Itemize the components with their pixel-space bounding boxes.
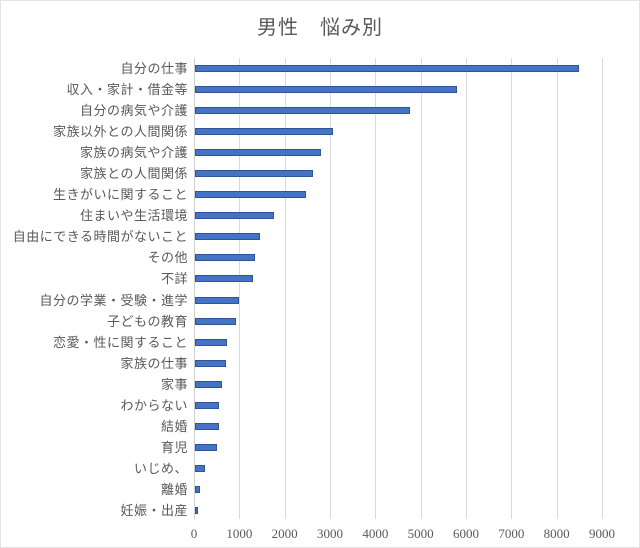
bar [195,485,201,493]
category-label: 自分の病気や介護 [79,103,188,119]
category-label: 不詳 [160,271,188,287]
bar [195,443,217,451]
bar [195,254,255,262]
x-tick-label: 6000 [453,526,479,541]
gridline [420,58,422,519]
gridline [284,58,286,519]
x-tick-label: 7000 [498,526,525,541]
bar [195,464,206,472]
gridline [375,58,377,519]
category-label: 家族以外との人間関係 [53,124,188,140]
bar [195,65,579,73]
gridline [466,58,467,519]
category-label: 離婚 [160,481,188,497]
bar [195,317,236,325]
gridline [602,58,603,519]
gridline [511,58,513,519]
x-tick-label: 8000 [543,526,570,541]
bar [195,212,274,220]
category-label: いじめ、 [133,460,188,476]
bar [195,86,457,94]
bar [195,401,220,409]
category-label: 妊娠・出産 [120,502,188,518]
category-label: 収入・家計・借金等 [66,82,188,98]
bar [195,422,220,430]
category-label: 家事 [160,376,188,392]
category-label: 自分の仕事 [120,61,188,76]
category-label: わからない [120,397,188,413]
bar [195,275,254,283]
bar [195,233,260,241]
category-label: 育児 [160,439,188,455]
x-tick-label: 1000 [226,526,253,541]
category-label: 結婚 [160,418,188,434]
category-label: 住まいや生活環境 [79,208,188,224]
category-label: 生きがいに関すること [52,187,188,203]
bar [195,359,226,367]
bar [195,296,240,304]
category-label: その他 [147,250,188,266]
x-tick-label: 9000 [589,526,615,541]
category-label: 家族の仕事 [120,355,188,371]
y-axis-line [194,58,195,519]
gridline [556,58,558,519]
bar [195,170,314,178]
bar [195,338,228,346]
x-tick-label: 3000 [317,526,343,541]
bar [195,191,307,199]
x-tick-label: 4000 [362,526,389,541]
bar [195,380,223,388]
x-tick-label: 0 [190,526,198,541]
x-tick-label: 2000 [271,526,298,541]
bar [195,149,322,157]
category-label: 自由にできる時間がないこと [12,229,188,245]
x-tick-label: 5000 [407,526,434,541]
category-label: 子どもの教育 [106,313,188,329]
category-label: 家族との人間関係 [80,166,188,182]
bar [195,128,334,136]
bar [195,506,198,514]
chart-title: 男性 悩み別 [257,17,383,39]
category-label: 家族の病気や介護 [79,145,188,161]
bar [195,107,410,115]
gridline [330,58,331,519]
category-label: 自分の学業・受験・進学 [39,292,188,308]
gridline [239,58,241,519]
category-label: 恋愛・性に関すること [52,334,188,350]
